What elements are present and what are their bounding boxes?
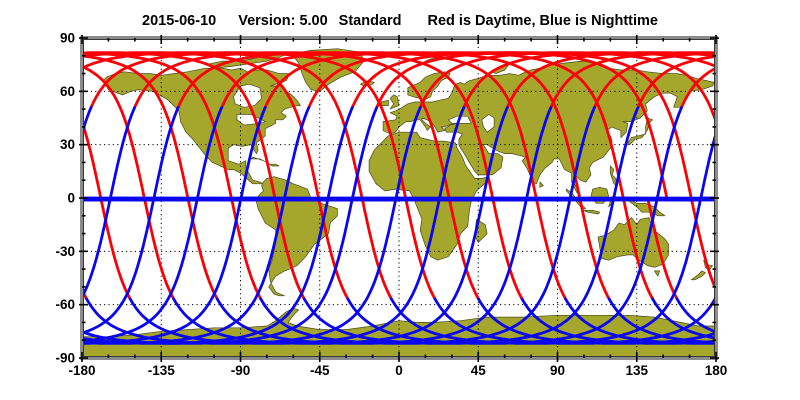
title-mode: Standard (338, 13, 402, 29)
daytime-track (447, 196, 480, 301)
axis-ticks (79, 35, 719, 362)
x-tick-label: -180 (68, 363, 95, 378)
y-tick-label: -60 (55, 297, 75, 312)
nighttime-track (82, 198, 112, 301)
nighttime-track (655, 106, 716, 200)
landmass-sri-lanka (539, 181, 544, 188)
x-axis-tick-labels: -180 -135 -90 -45 0 45 90 135 180 (68, 363, 727, 378)
daytime-track (636, 54, 716, 109)
daytime-track (307, 51, 625, 200)
nighttime-track (82, 198, 286, 345)
nighttime-track (525, 106, 716, 201)
y-tick-label: 0 (67, 191, 75, 206)
nighttime-track (326, 106, 716, 340)
daytime-track (534, 196, 567, 301)
landmass-java (583, 210, 601, 215)
daytime-track (418, 51, 716, 127)
landmass-hispaniola (268, 163, 280, 167)
x-tick-label: 45 (471, 363, 487, 378)
daytime-track (375, 51, 693, 200)
nighttime-track (611, 106, 716, 200)
nighttime-track (82, 197, 354, 345)
y-tick-label: 30 (60, 137, 75, 152)
daytime-track (82, 51, 320, 200)
x-tick-label: 180 (705, 363, 728, 378)
landmass-eurasia (382, 60, 715, 195)
daytime-track (230, 196, 263, 301)
nighttime-track (82, 198, 156, 335)
daytime-track (82, 54, 190, 200)
nighttime-track (437, 106, 716, 201)
daytime-track (89, 51, 407, 200)
y-tick-label: 60 (60, 84, 75, 99)
landmass-ireland (381, 99, 389, 106)
nighttime-track (82, 198, 243, 345)
landmass-new-zealand-south (690, 270, 706, 281)
daytime-track (82, 117, 103, 200)
x-tick-label: -45 (310, 363, 330, 378)
daytime-track (350, 51, 669, 200)
nighttime-track (394, 106, 716, 201)
nighttime-track (568, 106, 716, 200)
x-tick-label: 90 (550, 363, 565, 378)
daytime-track (680, 66, 716, 109)
nighttime-track (481, 106, 716, 201)
y-tick-label: -30 (55, 244, 75, 259)
x-tick-label: 0 (395, 363, 403, 378)
title-version: Version: 5.00 (238, 13, 328, 29)
lake-caspian-sea (481, 113, 495, 133)
orbit-tracks (82, 51, 716, 345)
daytime-track (176, 51, 495, 200)
daytime-track (505, 51, 716, 109)
daytime-track (220, 51, 538, 200)
daytime-track (186, 196, 219, 301)
y-tick-label: -90 (55, 351, 75, 366)
y-tick-label: 90 (60, 31, 75, 46)
landmass-cuba (250, 156, 268, 163)
daytime-track (133, 51, 451, 200)
chart-title: 2015-06-10 Version: 5.00 Standard Red is Da… (0, 13, 800, 29)
title-date: 2015-06-10 (142, 13, 217, 29)
daytime-track (549, 51, 716, 109)
x-tick-label: 135 (625, 363, 648, 378)
daytime-track (593, 51, 716, 109)
daytime-track (99, 196, 132, 301)
daytime-track (263, 51, 582, 200)
daytime-track (273, 196, 306, 301)
daytime-track (621, 196, 654, 301)
daytime-track (360, 196, 393, 301)
x-tick-label: -135 (148, 363, 176, 378)
landmass-britain (389, 94, 400, 110)
daytime-track (491, 196, 524, 301)
daytime-track (82, 64, 146, 200)
nighttime-track (699, 128, 716, 200)
daytime-track (82, 51, 233, 200)
daytime-track (462, 51, 716, 109)
daytime-track (82, 51, 364, 200)
daytime-track (646, 196, 679, 301)
x-tick-label: -90 (231, 363, 251, 378)
daytime-track (317, 196, 350, 301)
daytime-track (578, 196, 611, 301)
daytime-track (142, 196, 175, 301)
daytime-track (404, 196, 437, 301)
daytime-track (82, 51, 277, 200)
daytime-track (689, 196, 716, 294)
landmass-new-guinea (629, 199, 666, 217)
title-day-night-legend: Red is Daytime, Blue is Nighttime (427, 13, 658, 29)
nighttime-track (82, 198, 199, 343)
landmass-tasmania (654, 270, 660, 277)
landmass-japan (627, 117, 653, 146)
landmass-greenland (291, 48, 365, 92)
y-axis-tick-labels: 90 60 30 0 -30 -60 -90 (55, 31, 75, 366)
nighttime-track (350, 106, 716, 334)
